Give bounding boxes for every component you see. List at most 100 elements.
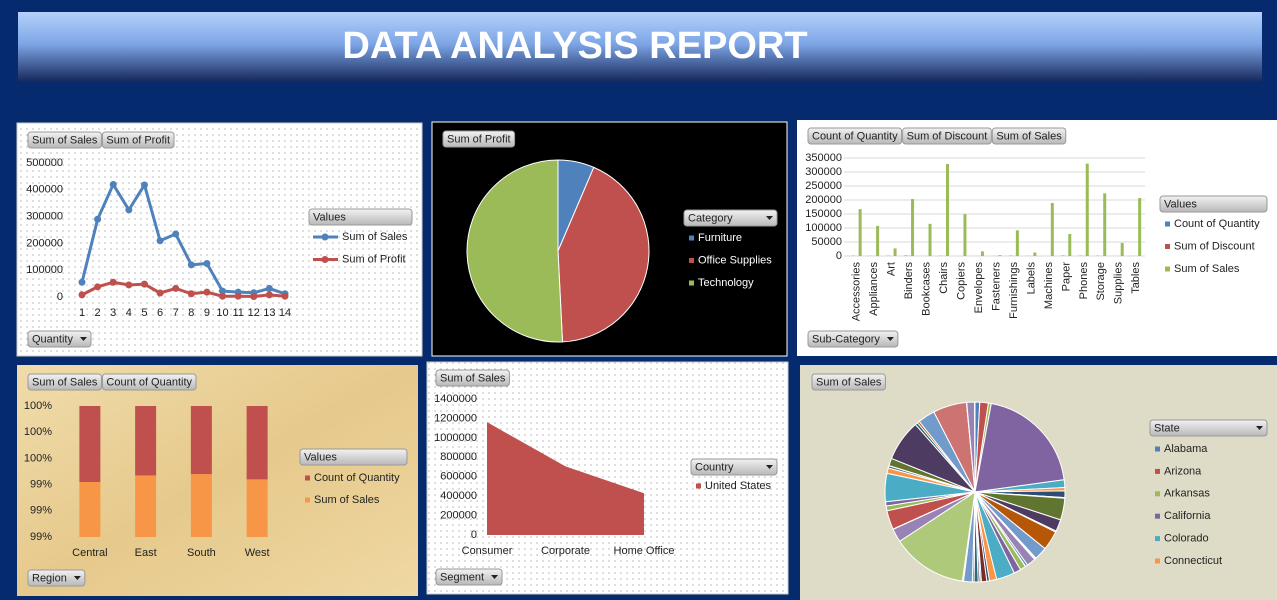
button-label: Sum of Discount: [907, 130, 988, 142]
data-point: [156, 289, 164, 297]
bar: [1085, 163, 1089, 256]
x-tick-label: West: [245, 547, 270, 559]
field-button: Sum of Sales: [27, 373, 102, 391]
button-face: [442, 130, 516, 148]
button-label: State: [1154, 422, 1180, 434]
header-bar: [18, 12, 1262, 82]
legend-label: Connecticut: [1164, 555, 1222, 567]
button-face: [902, 127, 992, 145]
button-label: Values: [304, 451, 337, 463]
button-label: Country: [695, 461, 734, 473]
legend-label: Sum of Sales: [342, 231, 408, 243]
field-button: Sum of Profit: [442, 130, 516, 148]
button-face: [299, 448, 408, 466]
field-button[interactable]: Segment: [435, 568, 503, 586]
legend-swatch: [1165, 244, 1170, 249]
y-tick-label: 500000: [26, 157, 63, 169]
x-tick-label: 8: [188, 307, 194, 319]
y-tick-label: 250000: [805, 180, 842, 192]
y-tick-label: 600000: [440, 471, 477, 483]
legend-swatch: [689, 235, 694, 241]
y-tick-label: 0: [836, 250, 842, 262]
button-label: Sum of Sales: [996, 130, 1062, 142]
x-tick-label: Chairs: [938, 262, 950, 294]
panel: [426, 361, 789, 595]
data-point: [78, 278, 86, 286]
bar-segment: [190, 474, 212, 537]
legend-marker: [321, 256, 329, 263]
bar: [1103, 193, 1107, 256]
data-point: [109, 278, 117, 286]
y-tick-label: 100%: [24, 426, 52, 438]
x-tick-label: Paper: [1060, 262, 1072, 292]
x-tick-label: Labels: [1025, 262, 1037, 295]
button-face: [308, 208, 413, 226]
legend-label: Alabama: [1164, 443, 1208, 455]
field-button[interactable]: Sub-Category: [807, 330, 899, 348]
field-button[interactable]: State: [1149, 419, 1268, 437]
x-tick-label: Phones: [1078, 262, 1090, 300]
field-button: Count of Quantity: [101, 373, 197, 391]
data-point: [219, 292, 227, 300]
y-tick-label: 100000: [805, 222, 842, 234]
button-face: [807, 330, 899, 348]
field-button[interactable]: Quantity: [27, 330, 92, 348]
button-label: Sub-Category: [812, 333, 880, 345]
y-tick-label: 200000: [440, 509, 477, 521]
legend-swatch: [1155, 536, 1160, 542]
legend-swatch: [689, 280, 694, 286]
button-face: [27, 131, 102, 149]
field-button: Sum of Sales: [435, 369, 510, 387]
button-label: Count of Quantity: [812, 130, 898, 142]
x-tick-label: Consumer: [462, 545, 513, 557]
pie-slice: [466, 159, 564, 343]
button-label: Values: [313, 211, 346, 223]
bar: [980, 251, 984, 256]
panel: [16, 122, 423, 357]
legend-swatch: [1165, 266, 1170, 272]
button-face: [807, 127, 903, 145]
data-point: [109, 180, 117, 188]
y-tick-label: 99%: [30, 505, 52, 517]
pie-slice: [557, 166, 650, 343]
legend-label: Count of Quantity: [1174, 218, 1260, 230]
y-tick-label: 0: [57, 291, 63, 303]
x-tick-label: 6: [157, 307, 163, 319]
bar: [1050, 203, 1054, 256]
y-tick-label: 200000: [805, 194, 842, 206]
legend-swatch: [1155, 446, 1160, 452]
bar-segment: [79, 481, 101, 537]
y-tick-label: 99%: [30, 531, 52, 543]
data-point: [140, 181, 148, 189]
y-tick-label: 300000: [805, 166, 842, 178]
x-tick-label: Appliances: [868, 262, 880, 316]
y-tick-label: 99%: [30, 479, 52, 491]
x-tick-label: Art: [886, 262, 898, 276]
field-button[interactable]: Region: [27, 569, 86, 587]
field-button[interactable]: Country: [690, 458, 778, 476]
bar: [945, 164, 949, 256]
bar: [858, 209, 862, 256]
data-point: [187, 261, 195, 269]
x-tick-label: Envelopes: [973, 262, 985, 314]
panel: [797, 120, 1277, 356]
button-face: [1159, 195, 1268, 213]
x-tick-label: East: [135, 547, 157, 559]
legend-label: United States: [705, 480, 772, 492]
legend-swatch: [305, 475, 310, 481]
x-tick-label: 12: [248, 307, 260, 319]
y-tick-label: 350000: [805, 152, 842, 164]
button-label: Sum of Sales: [816, 376, 882, 388]
legend-label: Office Supplies: [698, 254, 772, 266]
y-tick-label: 400000: [26, 184, 63, 196]
field-button[interactable]: Category: [683, 209, 778, 227]
y-tick-label: 100%: [24, 400, 52, 412]
data-point: [234, 292, 242, 300]
field-button: Sum of Discount: [902, 127, 992, 145]
button-label: Region: [32, 572, 67, 584]
data-point: [156, 237, 164, 245]
button-face: [435, 568, 503, 586]
bar: [928, 223, 932, 256]
legend-swatch: [305, 497, 310, 503]
